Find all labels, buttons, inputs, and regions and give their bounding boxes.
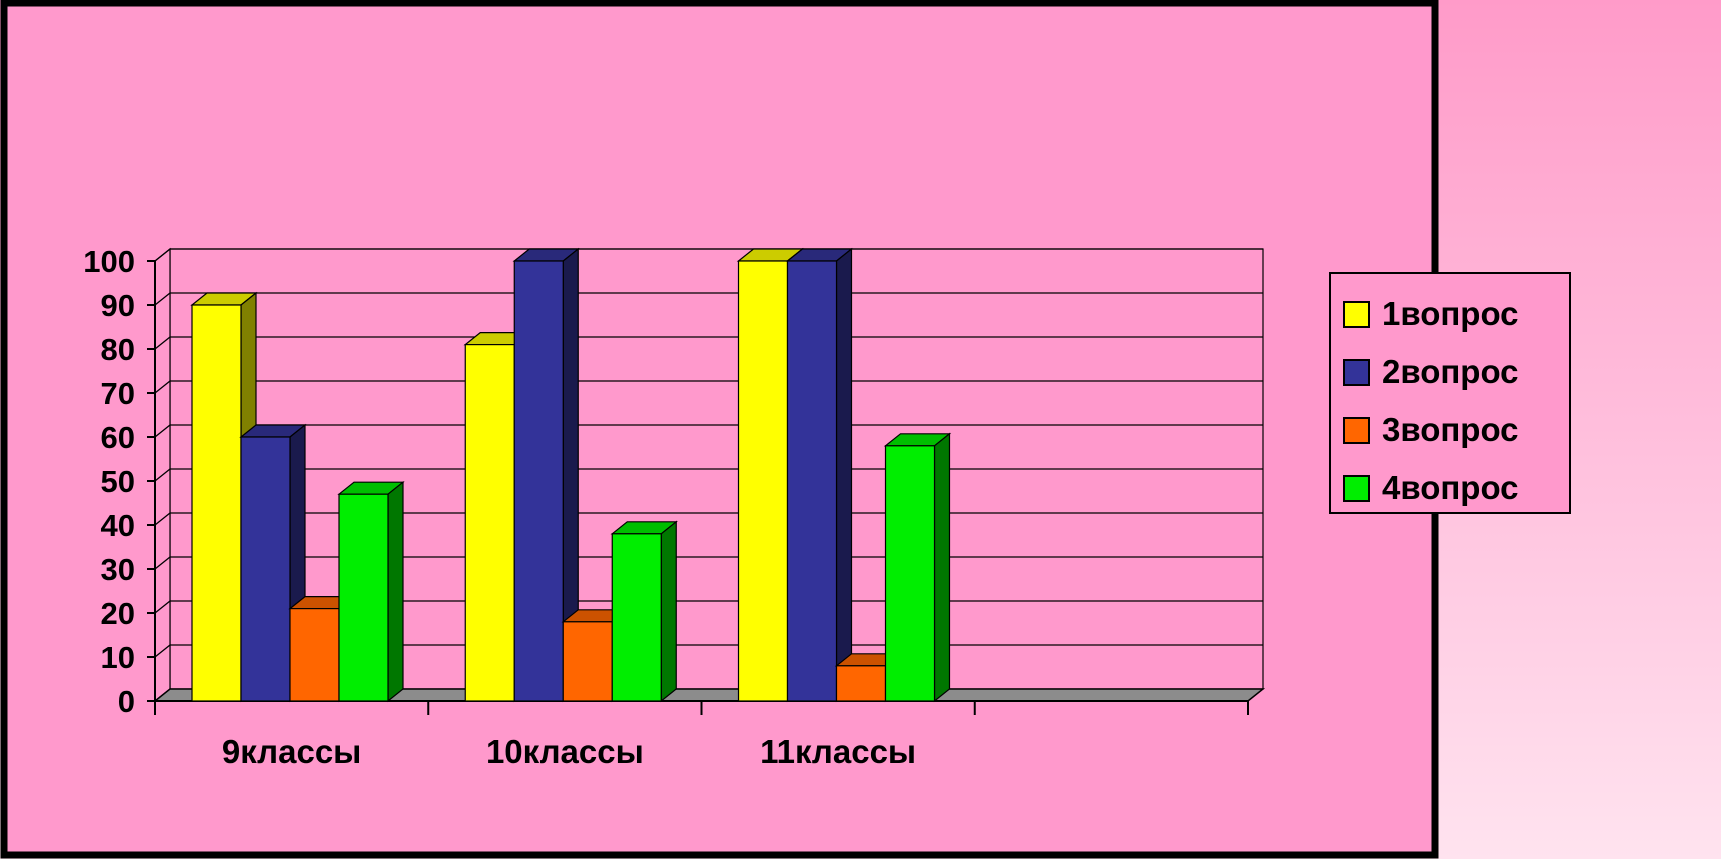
legend-label: 4вопрос xyxy=(1382,469,1519,506)
legend: 1вопрос 2вопрос 3вопрос 4вопрос xyxy=(1329,272,1571,514)
gridline-side xyxy=(154,556,171,570)
bar-2вопрос-11классы xyxy=(785,247,854,703)
bar-front xyxy=(737,260,789,702)
gridline-side xyxy=(154,424,171,438)
y-tick-label: 70 xyxy=(101,376,135,411)
bar-front xyxy=(884,445,936,702)
bar-front xyxy=(191,304,242,702)
legend-swatch xyxy=(1343,359,1370,386)
bar-front xyxy=(289,607,340,702)
bar-4вопрос-11классы xyxy=(883,432,952,703)
bar-side xyxy=(835,247,853,703)
bar-front xyxy=(835,665,887,702)
x-category-label: 10классы xyxy=(486,733,644,770)
legend-swatch xyxy=(1343,417,1370,444)
y-tick-label: 100 xyxy=(83,244,135,279)
y-tick-label: 30 xyxy=(101,552,135,587)
legend-label: 1вопрос xyxy=(1382,295,1519,332)
legend-label: 2вопрос xyxy=(1382,353,1519,390)
bar-front xyxy=(464,344,515,702)
y-tick-label: 40 xyxy=(101,508,135,543)
y-tick-label: 50 xyxy=(101,464,135,499)
gridline-side xyxy=(154,512,171,526)
bar-3вопрос-10классы xyxy=(561,608,629,703)
gridline-side xyxy=(154,644,171,658)
bar-front xyxy=(562,621,613,702)
gridline-side xyxy=(154,248,171,262)
bar-4вопрос-10классы xyxy=(610,520,678,703)
legend-swatch xyxy=(1343,475,1370,502)
legend-label: 3вопрос xyxy=(1382,411,1519,448)
bar-front xyxy=(786,260,838,702)
legend-swatch xyxy=(1343,301,1370,328)
y-tick-label: 80 xyxy=(101,332,135,367)
y-tick-label: 60 xyxy=(101,420,135,455)
y-tick-label: 10 xyxy=(101,640,135,675)
gridline-side xyxy=(154,380,171,394)
gridline-side xyxy=(154,292,171,306)
x-category-label: 9классы xyxy=(222,733,361,770)
gridline-side xyxy=(154,336,171,350)
bars xyxy=(190,247,952,703)
bar-2вопрос-10классы xyxy=(512,247,580,703)
bar-front xyxy=(611,533,662,702)
gridline-side xyxy=(154,600,171,614)
bar-side xyxy=(660,520,677,703)
bar-front xyxy=(513,260,564,702)
bar-side xyxy=(387,480,404,703)
bar-side xyxy=(933,432,951,703)
y-tick-label: 0 xyxy=(118,684,135,719)
y-tick-label: 20 xyxy=(101,596,135,631)
x-axis-labels: 9классы 10классы 11классы xyxy=(222,733,916,770)
y-tick-label: 90 xyxy=(101,288,135,323)
gridline-side xyxy=(154,468,171,482)
bar-front xyxy=(338,493,389,702)
bar-4вопрос-9классы xyxy=(337,480,405,703)
y-axis-ticks: 0 10 20 30 40 50 60 70 80 90 100 xyxy=(83,244,155,719)
x-category-label: 11классы xyxy=(760,733,916,770)
bar-front xyxy=(240,436,291,702)
